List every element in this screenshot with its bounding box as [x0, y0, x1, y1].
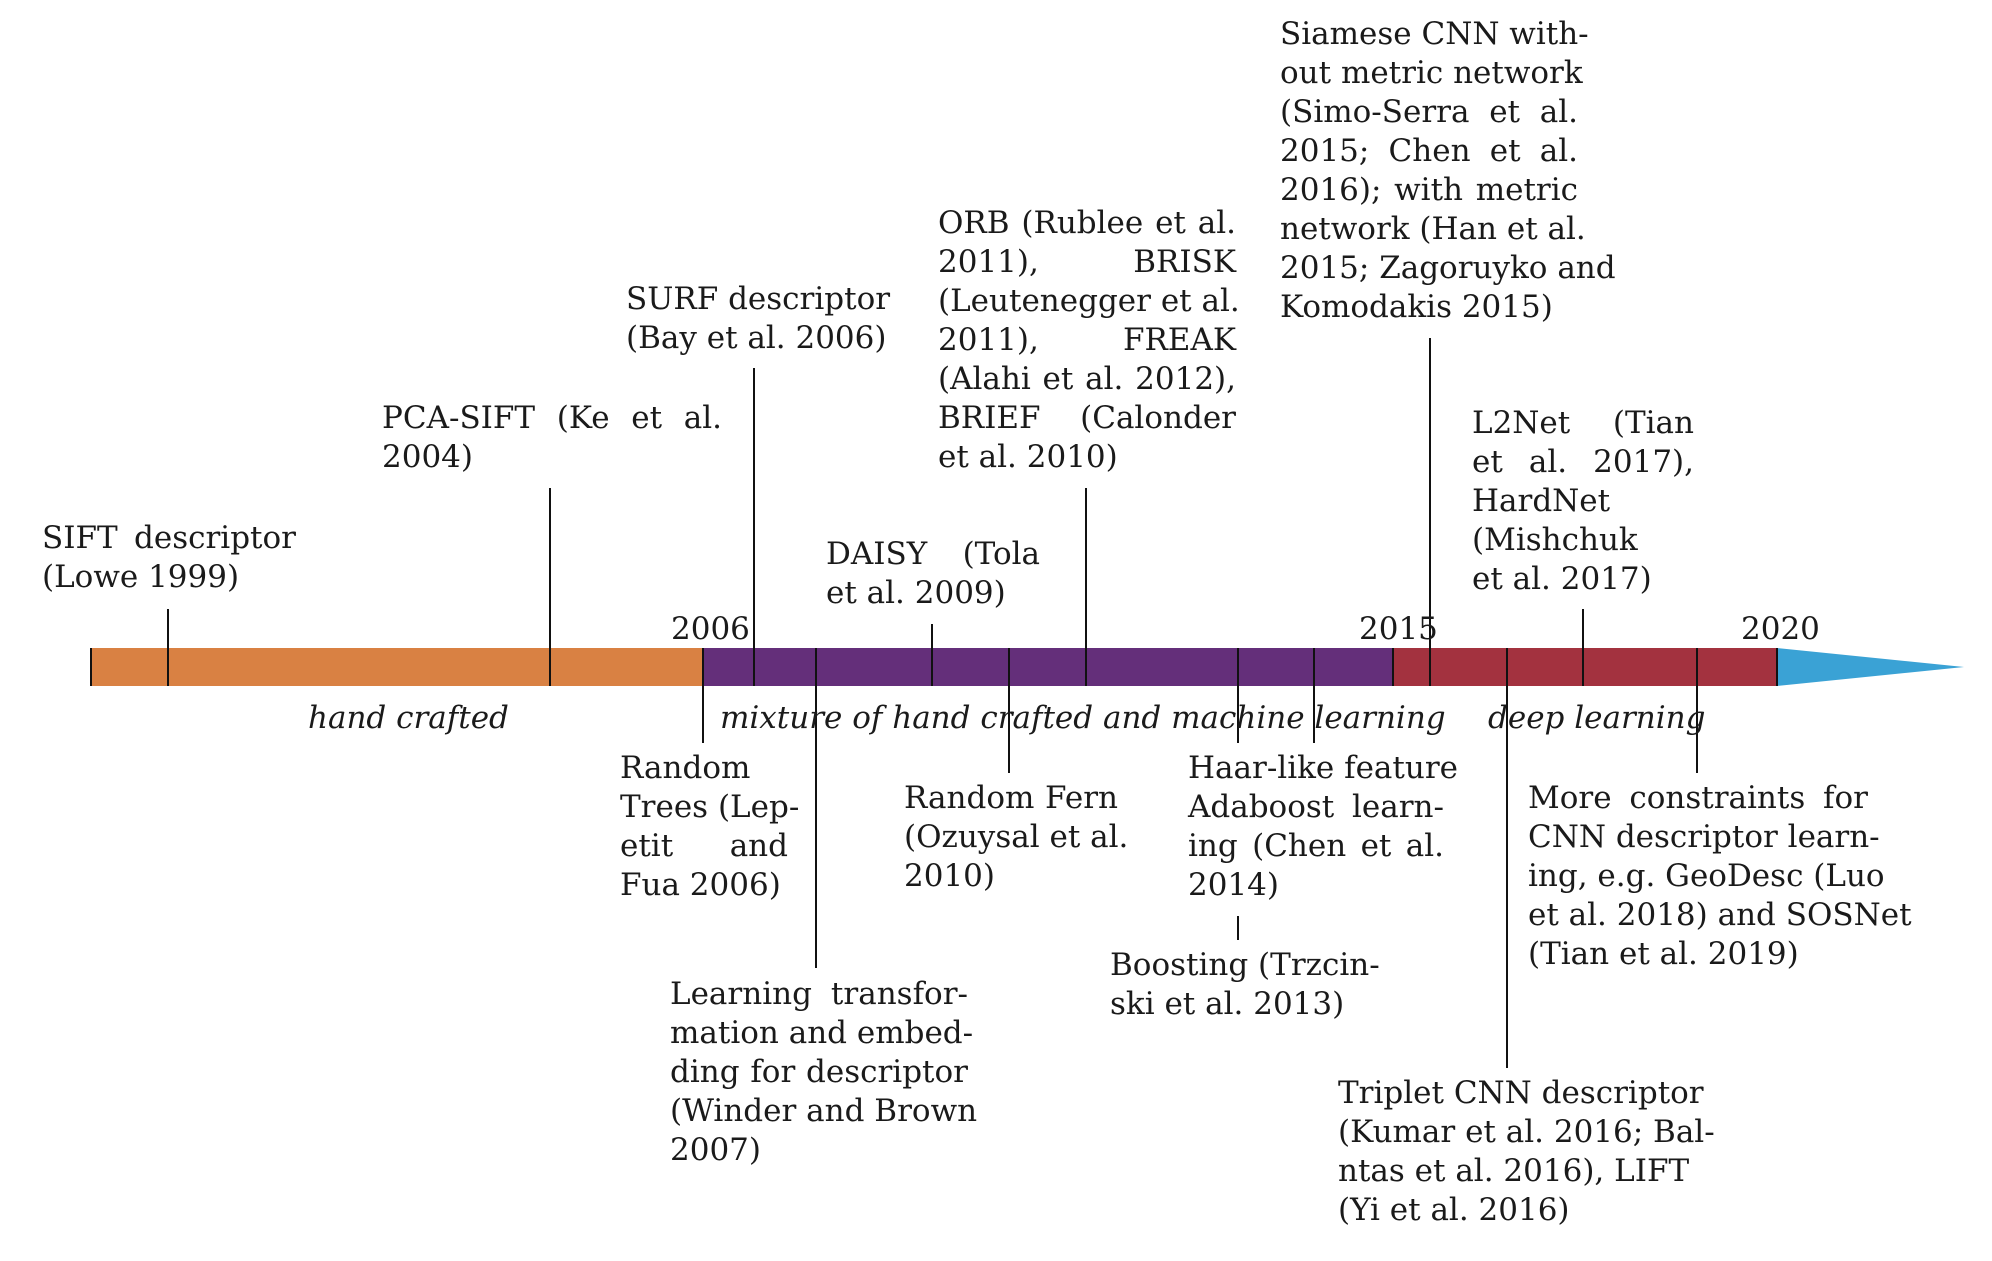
entry-line: PCA-SIFT (Ke et al.	[382, 400, 722, 436]
segment-deep-learning	[1393, 648, 1777, 686]
entry-line: 2011), FREAK	[938, 322, 1236, 358]
entry-siamese: Siamese CNN with- out metric network (Si…	[1280, 15, 1616, 327]
entry-line: et al. 2017)	[1472, 561, 1652, 597]
year-label-2006: 2006	[671, 611, 750, 647]
entry-learning-transformation: Learning transfor- mation and embed- din…	[670, 975, 978, 1170]
entry-line: ORB (Rublee et al.	[938, 205, 1236, 241]
entry-line: 2016); with metric	[1280, 172, 1578, 208]
entry-line: BRIEF (Calonder	[938, 400, 1236, 436]
era-label-mixture: mixture of hand crafted and machine lear…	[720, 700, 1446, 736]
entry-pca-sift: PCA-SIFT (Ke et al. 2004)	[382, 399, 722, 477]
entry-surf: SURF descriptor (Bay et al. 2006)	[626, 280, 891, 358]
entry-random-fern: Random Fern (Ozuysal et al. 2010)	[904, 779, 1129, 896]
entry-random-trees: Random Trees (Lep- etit and Fua 2006)	[620, 749, 800, 905]
entry-line: et al. 2010)	[938, 439, 1118, 475]
entry-line: Haar-like feature	[1188, 750, 1458, 786]
entry-line: mation and embed-	[670, 1015, 974, 1051]
entry-line: ski et al. 2013)	[1110, 986, 1345, 1022]
entry-l2net: L2Net (Tian et al. 2017), HardNet (Mishc…	[1472, 404, 1694, 599]
year-label-2015: 2015	[1359, 611, 1438, 647]
era-label-deep-learning: deep learning	[1488, 700, 1706, 736]
entry-line: Fua 2006)	[620, 867, 781, 903]
entry-line: Random	[620, 750, 751, 786]
entry-line: (Winder and Brown	[670, 1093, 978, 1129]
entry-boosting: Boosting (Trzcin- ski et al. 2013)	[1110, 946, 1380, 1024]
entry-line: 2010)	[904, 858, 995, 894]
entry-line: (Leutenegger et al.	[938, 283, 1240, 319]
entry-line: et al. 2017),	[1472, 444, 1694, 480]
entry-line: (Ozuysal et al.	[904, 819, 1129, 855]
segment-hand-crafted	[91, 648, 703, 686]
entry-line: 2015; Chen et al.	[1280, 133, 1578, 169]
entry-line: CNN descriptor learn-	[1528, 819, 1880, 855]
entry-line: SURF descriptor	[626, 281, 891, 317]
entry-line: (Tian et al. 2019)	[1528, 936, 1799, 972]
entry-constraints: More constraints for CNN descriptor lear…	[1528, 779, 1912, 974]
entry-line: Adaboost learn-	[1188, 789, 1444, 825]
entry-line: network (Han et al.	[1280, 211, 1586, 247]
entry-line: Siamese CNN with-	[1280, 16, 1589, 52]
entry-line: 2007)	[670, 1132, 761, 1168]
entry-line: Trees (Lep-	[620, 789, 800, 825]
entry-line: (Yi et al. 2016)	[1338, 1192, 1570, 1228]
entry-line: Komodakis 2015)	[1280, 289, 1553, 325]
entry-orb: ORB (Rublee et al. 2011), BRISK (Leutene…	[938, 204, 1240, 477]
entry-line: More constraints for	[1528, 780, 1868, 816]
entry-line: ing, e.g. GeoDesc (Luo	[1528, 858, 1885, 894]
entry-daisy: DAISY (Tola et al. 2009)	[826, 535, 1040, 613]
entry-line: et al. 2009)	[826, 575, 1006, 611]
entry-triplet: Triplet CNN descriptor (Kumar et al. 201…	[1338, 1074, 1715, 1230]
entry-line: (Simo-Serra et al.	[1280, 94, 1578, 130]
entry-line: (Bay et al. 2006)	[626, 320, 887, 356]
entry-line: Boosting (Trzcin-	[1110, 947, 1380, 983]
entry-line: (Mishchuk	[1472, 522, 1638, 558]
entry-line: Learning transfor-	[670, 976, 968, 1012]
entry-line: SIFT descriptor	[42, 520, 296, 556]
timeline-arrow-tip	[1777, 648, 1964, 686]
entry-line: Triplet CNN descriptor	[1338, 1075, 1704, 1111]
entry-line: (Alahi et al. 2012),	[938, 361, 1236, 397]
entry-line: ding for descriptor	[670, 1054, 968, 1090]
entry-line: HardNet	[1472, 483, 1611, 519]
entry-line: etit and	[620, 828, 788, 864]
entry-line: DAISY (Tola	[826, 536, 1040, 572]
entry-line: out metric network	[1280, 55, 1583, 91]
entry-line: et al. 2018) and SOSNet	[1528, 897, 1912, 933]
entry-line: (Lowe 1999)	[42, 559, 240, 595]
entry-line: ing (Chen et al.	[1188, 828, 1444, 864]
era-label-hand-crafted: hand crafted	[308, 700, 509, 736]
entry-line: L2Net (Tian	[1472, 405, 1694, 441]
entry-line: Random Fern	[904, 780, 1118, 816]
segment-mixture	[703, 648, 1393, 686]
entry-haar: Haar-like feature Adaboost learn- ing (C…	[1188, 749, 1458, 905]
entry-line: 2004)	[382, 439, 473, 475]
year-label-2020: 2020	[1741, 611, 1820, 647]
entry-line: 2015; Zagoruyko and	[1280, 250, 1616, 286]
entry-line: ntas et al. 2016), LIFT	[1338, 1153, 1690, 1189]
entry-sift: SIFT descriptor (Lowe 1999)	[42, 519, 296, 597]
entry-line: 2014)	[1188, 867, 1279, 903]
entry-line: 2011), BRISK	[938, 244, 1236, 280]
entry-line: (Kumar et al. 2016; Bal-	[1338, 1114, 1715, 1150]
